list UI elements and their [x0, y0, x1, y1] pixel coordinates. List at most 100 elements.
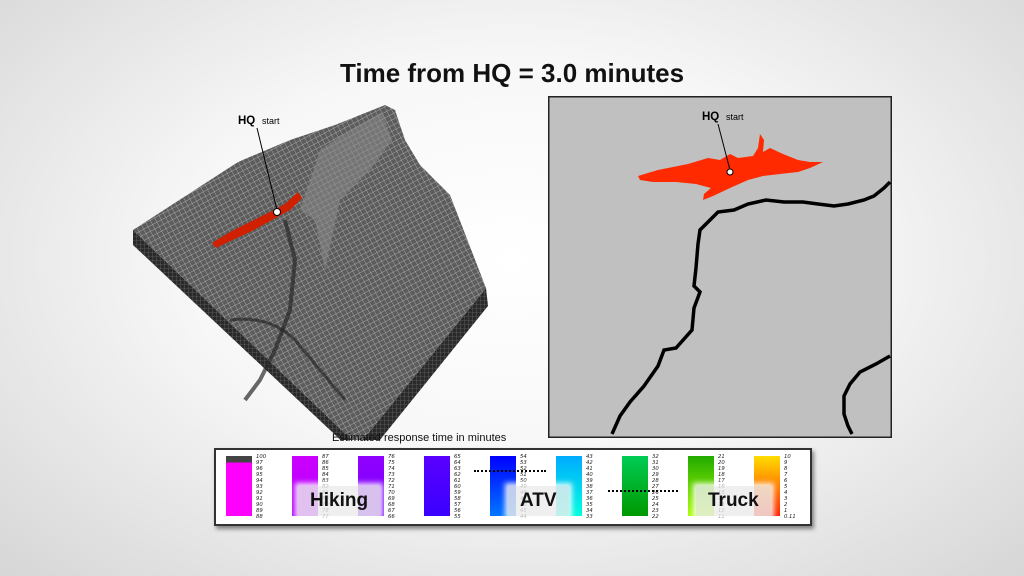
legend-tick-label: 83 [322, 477, 329, 484]
legend-tick-label: 76 [388, 454, 395, 460]
map-2d-view: HQ start [548, 96, 892, 438]
legend-tick-label: 84 [322, 471, 329, 478]
map-hq-sublabel: start [726, 112, 744, 122]
slide-title: Time from HQ = 3.0 minutes [339, 58, 685, 88]
terrain-top-surface [133, 105, 486, 440]
legend-tick-label: 51 [520, 471, 527, 478]
legend-tick-label: 38 [586, 483, 593, 490]
legend-tick-label: 87 [322, 454, 329, 460]
legend-tick-label: 90 [256, 501, 263, 508]
legend-tick-label: 0.11 [784, 513, 796, 520]
legend-tick-label: 22 [652, 513, 659, 520]
legend-ticks-6: 43 42 41 40 39 38 37 36 35 34 33 [586, 454, 593, 520]
legend-tick-label: 71 [388, 483, 395, 490]
legend-tick-label: 60 [454, 483, 461, 490]
legend-tick-label: 69 [388, 495, 395, 502]
legend-mode-hiking: Hiking [298, 486, 381, 516]
legend-tick-label: 77 [322, 513, 329, 520]
legend-tick-label: 39 [586, 477, 593, 484]
legend-mode-separator [608, 490, 678, 492]
legend-tick-label: 9 [784, 459, 788, 466]
legend-tick-label: 26 [652, 489, 659, 496]
legend-mode-atv: ATV [508, 486, 569, 516]
legend-tick-label: 17 [718, 477, 725, 484]
legend-tick-label: 2 [784, 501, 788, 508]
terrain-hq-sublabel: start [262, 116, 280, 126]
legend-tick-label: 21 [718, 454, 725, 460]
map-background [548, 96, 892, 438]
legend-tick-label: 35 [586, 501, 593, 508]
legend-tick-label: 5 [784, 483, 788, 490]
legend-tick-label: 73 [388, 471, 395, 478]
terrain-canyon [229, 317, 347, 401]
legend-tick-label: 3 [784, 495, 788, 502]
terrain-hq-leader [256, 127, 278, 211]
map-reach-area [638, 134, 823, 200]
legend-tick-label: 37 [586, 489, 593, 496]
legend-tick-label: 25 [652, 495, 659, 502]
legend-mode-truck: Truck [696, 486, 771, 516]
legend-tick-label: 11 [718, 513, 725, 520]
legend-tick-label: 29 [652, 471, 659, 478]
legend-tick-label: 89 [256, 507, 263, 514]
legend-tick-label: 56 [454, 507, 461, 514]
legend-tick-label: 58 [454, 495, 461, 502]
legend-tick-label: 43 [586, 454, 593, 460]
legend-tick-label: 34 [586, 507, 593, 514]
legend-tick-label: 41 [586, 465, 593, 472]
legend-tick-label: 92 [256, 489, 263, 496]
legend-tick-label: 32 [652, 454, 659, 460]
legend-ticks-4: 65 64 63 62 61 60 59 58 57 56 55 [454, 454, 461, 520]
legend-tick-label: 27 [652, 483, 659, 490]
legend-tick-label: 86 [322, 459, 329, 466]
terrain-ridge [300, 112, 392, 270]
terrain-3d-view: HQ start [133, 105, 488, 440]
legend-tick-label: 18 [718, 471, 725, 478]
map-river-branch [842, 354, 891, 435]
legend-tick-label: 23 [652, 507, 659, 514]
legend-tick-label: 1 [784, 507, 788, 514]
legend-tick-label: 7 [784, 471, 788, 478]
legend-tick-label: 88 [256, 513, 263, 520]
legend-tick-label: 4 [784, 489, 788, 496]
legend-tick-label: 42 [586, 459, 593, 466]
legend-tick-label: 96 [256, 465, 263, 472]
legend-mode-separator [474, 470, 546, 472]
legend-tick-label: 20 [718, 459, 725, 466]
legend-swatch-7 [622, 456, 648, 516]
legend-tick-label: 44 [520, 513, 527, 520]
terrain-right-side [362, 288, 488, 440]
terrain-reach-area [212, 192, 302, 248]
legend-ticks-7: 32 31 30 29 28 27 26 25 24 23 22 [652, 454, 659, 520]
map-hq-leader [717, 123, 731, 171]
legend-tick-label: 94 [256, 477, 263, 484]
legend-ticks-1: 100 97 96 95 94 93 92 91 90 89 88 [256, 454, 267, 520]
legend-tick-label: 57 [454, 501, 461, 508]
legend-ticks-9: 10 9 8 7 6 5 4 3 2 1 0.11 [784, 454, 796, 520]
legend-tick-label: 59 [454, 489, 461, 496]
terrain-hq-marker [273, 208, 281, 216]
legend-tick-label: 68 [388, 501, 395, 508]
legend-tick-label: 70 [388, 489, 395, 496]
legend-caption: Estimated response time in minutes [332, 432, 507, 444]
legend-tick-label: 100 [256, 454, 267, 460]
legend-tick-label: 6 [784, 477, 788, 484]
legend-swatch-4 [424, 456, 450, 516]
legend-tick-label: 75 [388, 459, 395, 466]
legend-tick-label: 33 [586, 513, 593, 520]
legend-tick-label: 72 [388, 477, 395, 484]
legend-tick-label: 66 [388, 513, 395, 520]
legend-tick-label: 24 [652, 501, 659, 508]
map-river-main [610, 180, 892, 435]
legend-tick-label: 53 [520, 459, 527, 466]
legend-tick-label: 40 [586, 471, 593, 478]
legend-tick-label: 8 [784, 465, 788, 472]
legend-tick-label: 85 [322, 465, 329, 472]
legend-tick-label: 91 [256, 495, 263, 502]
legend-tick-label: 67 [388, 507, 395, 514]
legend-tick-label: 28 [652, 477, 659, 484]
legend-tick-label: 61 [454, 477, 461, 484]
response-time-legend: 1009796959493929190898887868584838281807… [214, 448, 812, 526]
legend-tick-label: 19 [718, 465, 725, 472]
map-hq-label: HQ [702, 111, 719, 123]
